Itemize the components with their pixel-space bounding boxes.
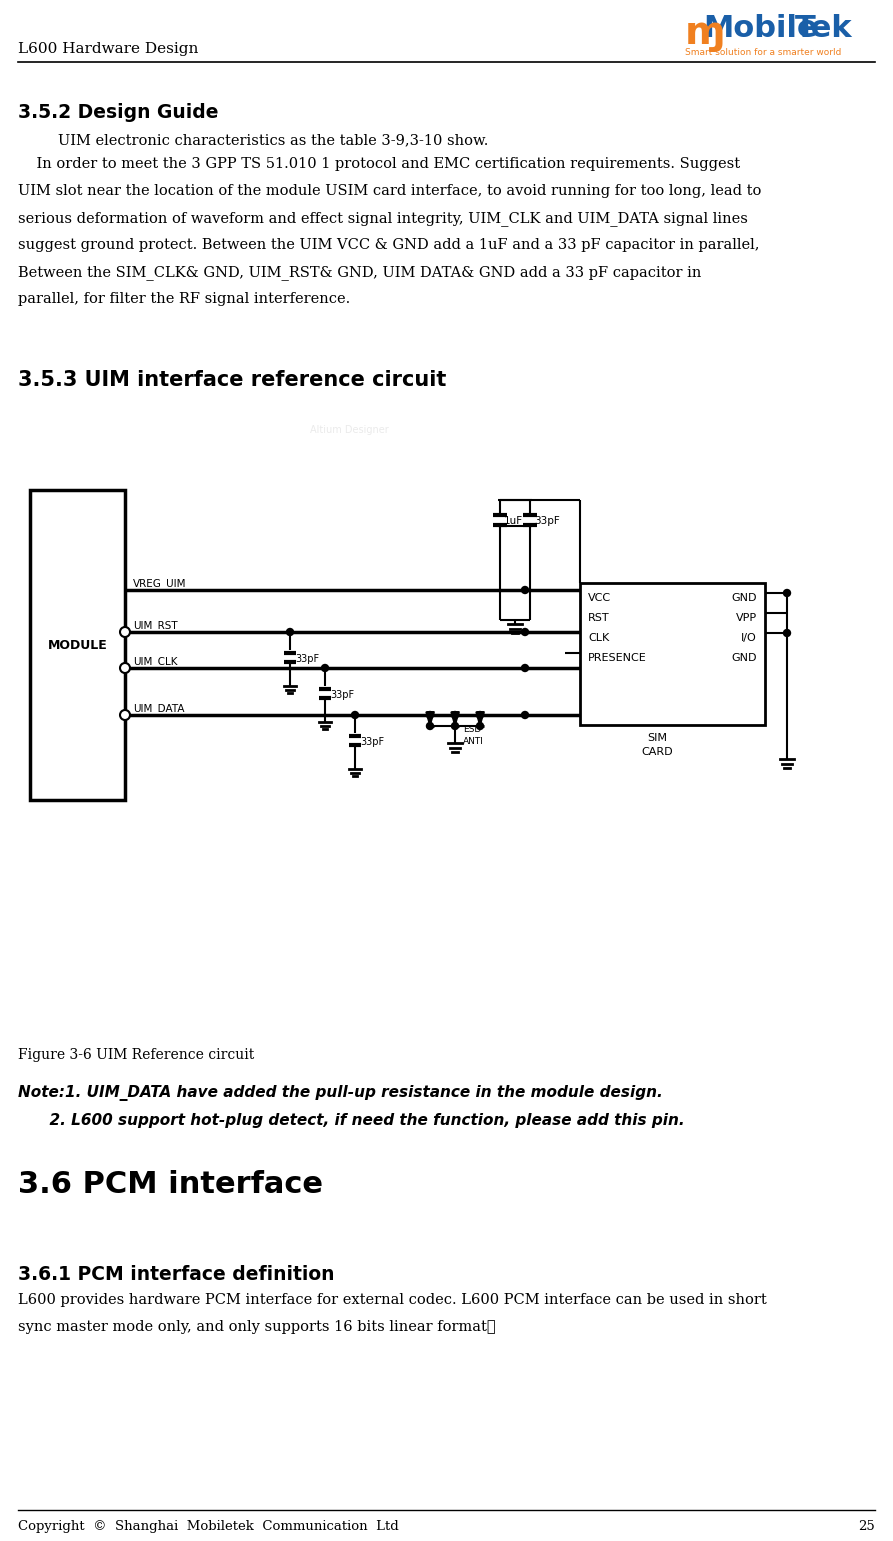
Text: VCC: VCC <box>588 593 611 603</box>
Circle shape <box>287 629 294 635</box>
Circle shape <box>452 723 458 729</box>
Text: ESD: ESD <box>463 724 481 734</box>
Circle shape <box>522 712 529 718</box>
Circle shape <box>522 664 529 672</box>
Text: SIM: SIM <box>647 734 667 743</box>
Text: Smart solution for a smarter world: Smart solution for a smarter world <box>685 48 841 57</box>
Text: PRESENCE: PRESENCE <box>588 653 647 663</box>
Text: serious deformation of waveform and effect signal integrity, UIM_CLK and UIM_DAT: serious deformation of waveform and effe… <box>18 211 747 227</box>
Text: UIM slot near the location of the module USIM card interface, to avoid running f: UIM slot near the location of the module… <box>18 183 762 197</box>
Text: I/O: I/O <box>741 633 757 643</box>
Text: 33pF: 33pF <box>295 653 319 664</box>
Text: Between the SIM_CLK& GND, UIM_RST& GND, UIM DATA& GND add a 33 pF capacitor in: Between the SIM_CLK& GND, UIM_RST& GND, … <box>18 265 701 280</box>
Text: UIM_RST: UIM_RST <box>133 619 178 630</box>
Text: GND: GND <box>731 593 757 603</box>
Text: 3.6 PCM interface: 3.6 PCM interface <box>18 1170 323 1199</box>
Text: CARD: CARD <box>642 747 673 757</box>
Text: 33pF: 33pF <box>360 737 384 747</box>
Text: 2. L600 support hot-plug detect, if need the function, please add this pin.: 2. L600 support hot-plug detect, if need… <box>18 1113 685 1128</box>
Bar <box>30 490 125 800</box>
Circle shape <box>321 664 329 672</box>
Text: 3.6.1 PCM interface definition: 3.6.1 PCM interface definition <box>18 1265 335 1284</box>
Polygon shape <box>476 712 484 726</box>
Text: Note:1. UIM_DATA have added the pull-up resistance in the module design.: Note:1. UIM_DATA have added the pull-up … <box>18 1085 663 1100</box>
Text: 3.5.2 Design Guide: 3.5.2 Design Guide <box>18 103 219 122</box>
Circle shape <box>120 663 130 673</box>
Text: parallel, for filter the RF signal interference.: parallel, for filter the RF signal inter… <box>18 291 350 307</box>
Text: L600 Hardware Design: L600 Hardware Design <box>18 42 198 55</box>
Text: 3.5.3 UIM interface reference circuit: 3.5.3 UIM interface reference circuit <box>18 370 446 390</box>
Text: sync master mode only, and only supports 16 bits linear format：: sync master mode only, and only supports… <box>18 1321 496 1335</box>
Polygon shape <box>451 712 459 726</box>
Text: ANTI: ANTI <box>463 737 484 746</box>
Polygon shape <box>426 712 434 726</box>
Text: L600 provides hardware PCM interface for external codec. L600 PCM interface can : L600 provides hardware PCM interface for… <box>18 1293 767 1307</box>
Text: MODULE: MODULE <box>47 638 107 652</box>
Circle shape <box>352 712 358 718</box>
Circle shape <box>120 627 130 636</box>
Text: RST: RST <box>588 613 610 623</box>
Text: ɱ: ɱ <box>685 14 725 52</box>
Circle shape <box>522 629 529 635</box>
Circle shape <box>783 590 790 596</box>
Text: VPP: VPP <box>736 613 757 623</box>
Text: Figure 3-6 UIM Reference circuit: Figure 3-6 UIM Reference circuit <box>18 1048 255 1062</box>
Text: Copyright  ©  Shanghai  Mobiletek  Communication  Ltd: Copyright © Shanghai Mobiletek Communica… <box>18 1519 399 1533</box>
Circle shape <box>522 587 529 593</box>
Text: CLK: CLK <box>588 633 609 643</box>
Text: 25: 25 <box>858 1519 875 1533</box>
Text: In order to meet the 3 GPP TS 51.010 1 protocol and EMC certification requiremen: In order to meet the 3 GPP TS 51.010 1 p… <box>18 157 740 171</box>
Text: GND: GND <box>731 653 757 663</box>
Circle shape <box>452 712 458 718</box>
Text: 33pF: 33pF <box>330 690 355 700</box>
Circle shape <box>477 712 483 718</box>
Text: 1uF: 1uF <box>504 516 523 525</box>
Text: VREG_UIM: VREG_UIM <box>133 578 187 589</box>
Circle shape <box>427 712 433 718</box>
Text: Altium Designer: Altium Designer <box>310 425 388 435</box>
Text: Mobile: Mobile <box>703 14 818 43</box>
Text: UIM_CLK: UIM_CLK <box>133 656 178 667</box>
Text: 33pF: 33pF <box>534 516 560 525</box>
Text: Tek: Tek <box>795 14 853 43</box>
Circle shape <box>783 630 790 636</box>
Bar <box>580 582 765 724</box>
Text: UIM_DATA: UIM_DATA <box>133 703 185 713</box>
Text: suggest ground protect. Between the UIM VCC & GND add a 1uF and a 33 pF capacito: suggest ground protect. Between the UIM … <box>18 237 760 253</box>
Text: UIM electronic characteristics as the table 3-9,3-10 show.: UIM electronic characteristics as the ta… <box>58 133 488 146</box>
Circle shape <box>120 710 130 720</box>
Circle shape <box>427 723 433 729</box>
Circle shape <box>477 723 483 729</box>
